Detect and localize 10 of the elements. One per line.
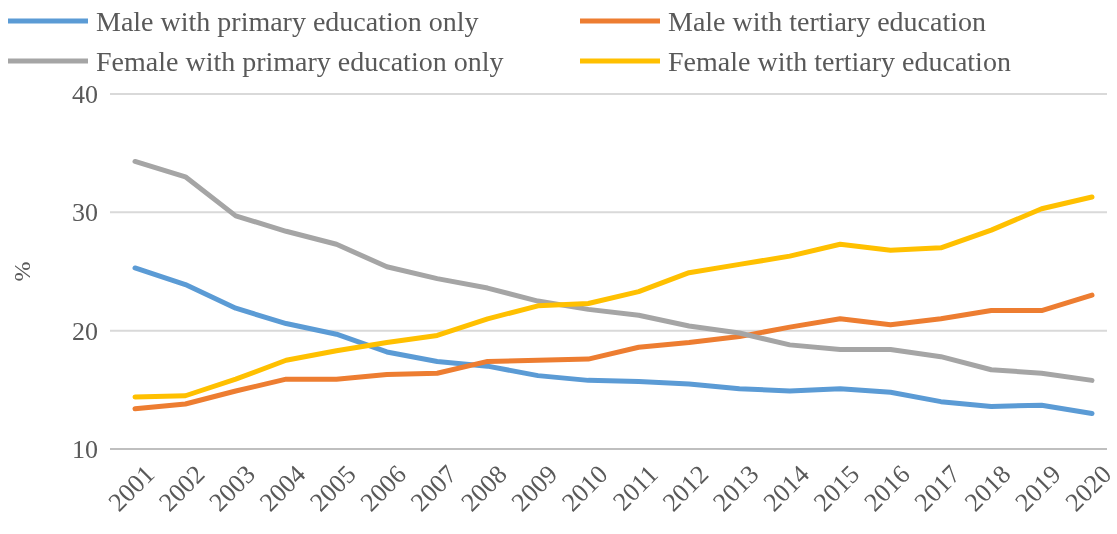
legend-label: Male with tertiary education (668, 5, 986, 37)
y-tick-label: 30 (72, 198, 98, 228)
legend-label: Female with tertiary education (668, 45, 1011, 77)
y-tick-label: 10 (72, 435, 98, 465)
y-tick-label: 20 (72, 316, 98, 346)
legend-label: Female with primary education only (96, 45, 504, 77)
y-tick-label: 40 (72, 80, 98, 110)
x-tick-label: 2011 (607, 459, 664, 517)
y-axis-title: % (9, 261, 35, 282)
legend-label: Male with primary education only (96, 5, 479, 37)
